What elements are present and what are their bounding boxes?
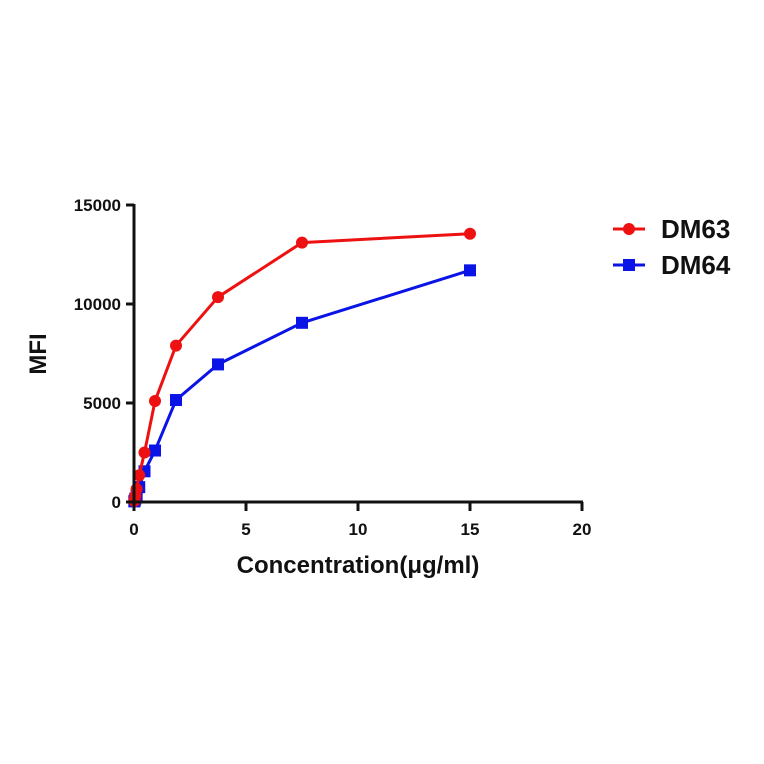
legend-item-dm63: DM63 (613, 214, 730, 244)
data-point-square (464, 264, 476, 277)
data-point-circle (170, 339, 182, 352)
y-tick-label: 10000 (74, 295, 121, 314)
series-line (132, 232, 471, 502)
y-tick-label: 15000 (74, 196, 121, 215)
legend-circle-icon (623, 223, 635, 235)
y-ticks: 0 5000 10000 15000 (74, 196, 134, 512)
legend-item-dm64: DM64 (613, 250, 731, 280)
x-tick-label: 0 (129, 520, 138, 539)
y-tick-label: 5000 (83, 394, 121, 413)
plot-series (128, 227, 476, 508)
series-dm64 (128, 264, 476, 508)
x-tick-label: 15 (461, 520, 480, 539)
legend-square-icon (623, 259, 635, 271)
legend-label: DM63 (661, 214, 730, 244)
x-axis-title: Concentration(μg/ml) (237, 552, 480, 579)
data-point-square (296, 316, 308, 329)
data-point-circle (296, 236, 308, 249)
x-ticks: 0 5 10 15 20 (129, 502, 591, 539)
x-tick-label: 5 (241, 520, 250, 539)
data-point-circle (212, 291, 224, 304)
data-point-square (149, 444, 162, 457)
data-point-circle (133, 469, 146, 482)
data-point-circle (464, 227, 476, 240)
series-line (132, 268, 471, 503)
y-axis-title: MFI (25, 333, 52, 374)
data-point-circle (138, 446, 151, 459)
x-tick-label: 10 (349, 520, 368, 539)
series-dm63 (128, 227, 476, 508)
legend: DM63 DM64 (613, 214, 731, 280)
x-tick-label: 20 (573, 520, 592, 539)
legend-label: DM64 (661, 250, 731, 280)
data-point-square (212, 358, 224, 371)
data-point-square (170, 394, 182, 407)
axes: 0 5000 10000 15000 0 5 10 15 20 (74, 196, 592, 539)
y-tick-label: 0 (112, 493, 121, 512)
data-point-circle (149, 395, 162, 408)
data-point-circle (130, 483, 143, 496)
